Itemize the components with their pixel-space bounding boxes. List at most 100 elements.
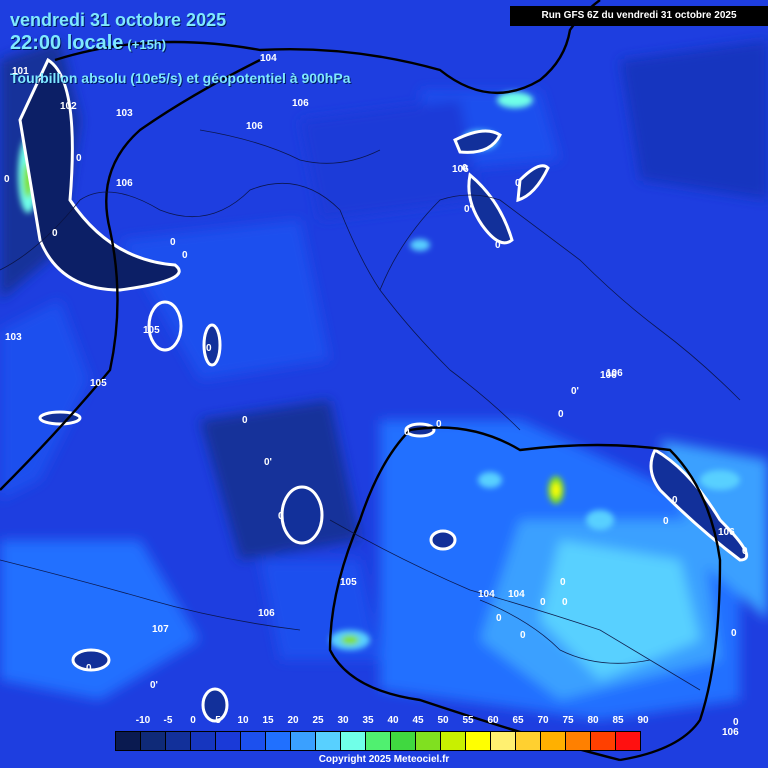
local-time: 22:00 locale: [10, 32, 124, 54]
coastlines: [0, 129, 741, 691]
geopotential-label: 106: [600, 370, 617, 381]
legend-tick-label: 90: [637, 715, 649, 726]
legend-tick-label: 20: [287, 715, 299, 726]
legend-tick-label: 60: [487, 715, 499, 726]
geopotential-label: 106: [606, 368, 623, 379]
legend-tick-label: 45: [412, 715, 424, 726]
legend-swatch: [116, 732, 141, 750]
legend-tick-label: 70: [537, 715, 549, 726]
geopotential-label: 106: [452, 164, 469, 175]
vorticity-zero-label: 0: [496, 613, 502, 624]
vorticity-zero-label: 0: [278, 511, 284, 522]
legend-swatch: [541, 732, 566, 750]
field-title: Tourbillon absolu (10e5/s) et géopotenti…: [10, 70, 351, 86]
geopotential-label: 105: [143, 325, 160, 336]
legend-swatch: [616, 732, 640, 750]
vorticity-zero-label: 0: [558, 409, 564, 420]
legend-tick-label: 15: [262, 715, 274, 726]
lead-time: (+15h): [127, 37, 167, 52]
vorticity-zero-label: 0: [495, 240, 501, 251]
vorticity-zero-label: 0: [206, 343, 212, 354]
legend-tick-label: 25: [312, 715, 324, 726]
legend-tick-label: 0: [190, 715, 196, 726]
legend-swatch: [491, 732, 516, 750]
vorticity-zero-label: 0: [742, 546, 748, 557]
geopotential-label: 102: [60, 101, 77, 112]
geopotential-label: 106: [258, 608, 275, 619]
legend-swatch: [516, 732, 541, 750]
vorticity-zero-label: 0: [86, 663, 92, 674]
legend-tick-label: -10: [135, 715, 151, 726]
legend-swatch: [466, 732, 491, 750]
vorticity-zero-label: 0': [571, 386, 579, 397]
legend-tick-label: 75: [562, 715, 574, 726]
legend-swatch: [141, 732, 166, 750]
date-title: vendredi 31 octobre 2025: [10, 10, 227, 30]
geopotential-label: 106: [246, 121, 263, 132]
vorticity-zero-label: 0: [562, 597, 568, 608]
legend-swatch: [316, 732, 341, 750]
vorticity-zero-label: 0: [404, 427, 410, 438]
vorticity-zero-label: 0: [436, 419, 442, 430]
legend-tick-label: 35: [362, 715, 374, 726]
legend-color-bar: [115, 731, 641, 751]
legend-swatch: [566, 732, 591, 750]
vorticity-zero-label: 0: [52, 228, 58, 239]
geopotential-label: 106: [718, 527, 735, 538]
geopotential-label: 104: [260, 53, 277, 64]
legend-swatch: [191, 732, 216, 750]
geopotential-label: 105: [340, 577, 357, 588]
legend-ticks: -10 -5 0 5 10 15 20 25 30 35 40 45 50 55 60 65 70 75 80 85 9…: [130, 715, 650, 729]
vorticity-zero-label: 0: [76, 153, 82, 164]
legend-tick-label: 10: [237, 715, 249, 726]
legend-tick-label: 30: [337, 715, 349, 726]
geopotential-label: 104: [478, 589, 495, 600]
vorticity-zero-label: 0: [672, 495, 678, 506]
legend-swatch: [416, 732, 441, 750]
vorticity-zero-label: 0: [733, 717, 739, 728]
geopotential-label: 106: [722, 727, 739, 738]
geopotential-label: 106: [292, 98, 309, 109]
zero-vorticity-contours: [18, 57, 749, 723]
legend-swatch: [266, 732, 291, 750]
time-title: 22:00 locale (+15h): [10, 32, 166, 55]
legend-tick-label: -5: [163, 715, 173, 726]
legend-swatch: [591, 732, 616, 750]
vorticity-zero-label: 0: [4, 174, 10, 185]
vorticity-zero-label: 0: [540, 597, 546, 608]
legend-swatch: [441, 732, 466, 750]
vorticity-zero-label: 0: [182, 250, 188, 261]
geopotential-contours: [0, 0, 722, 762]
run-info: Run GFS 6Z du vendredi 31 octobre 2025: [510, 6, 768, 26]
legend-tick-label: 85: [612, 715, 624, 726]
vorticity-zero-label: 0: [520, 630, 526, 641]
vorticity-zero-label: 0: [242, 415, 248, 426]
legend-tick-label: 65: [512, 715, 524, 726]
legend-tick-label: 50: [437, 715, 449, 726]
legend-swatch: [166, 732, 191, 750]
geopotential-label: 103: [5, 332, 22, 343]
geopotential-label: 107: [152, 624, 169, 635]
vorticity-zero-label: 0': [264, 457, 272, 468]
legend-tick-label: 40: [387, 715, 399, 726]
legend-swatch: [241, 732, 266, 750]
legend-swatch: [341, 732, 366, 750]
geopotential-label: 104: [508, 589, 525, 600]
geopotential-label: 106: [116, 178, 133, 189]
vorticity-zero-label: 0': [464, 204, 472, 215]
geopotential-label: 103: [116, 108, 133, 119]
vorticity-zero-label: 0: [462, 163, 468, 174]
legend-swatch: [366, 732, 391, 750]
copyright: Copyright 2025 Meteociel.fr: [318, 754, 450, 765]
legend-tick-label: 5: [215, 715, 221, 726]
vorticity-zero-label: 0: [515, 178, 521, 189]
vorticity-zero-label: 0: [560, 577, 566, 588]
vorticity-zero-label: 0': [150, 680, 158, 691]
legend-swatch: [391, 732, 416, 750]
legend-tick-label: 55: [462, 715, 474, 726]
legend-swatch: [291, 732, 316, 750]
vorticity-zero-label: 0: [170, 237, 176, 248]
vorticity-zero-label: 0: [663, 516, 669, 527]
